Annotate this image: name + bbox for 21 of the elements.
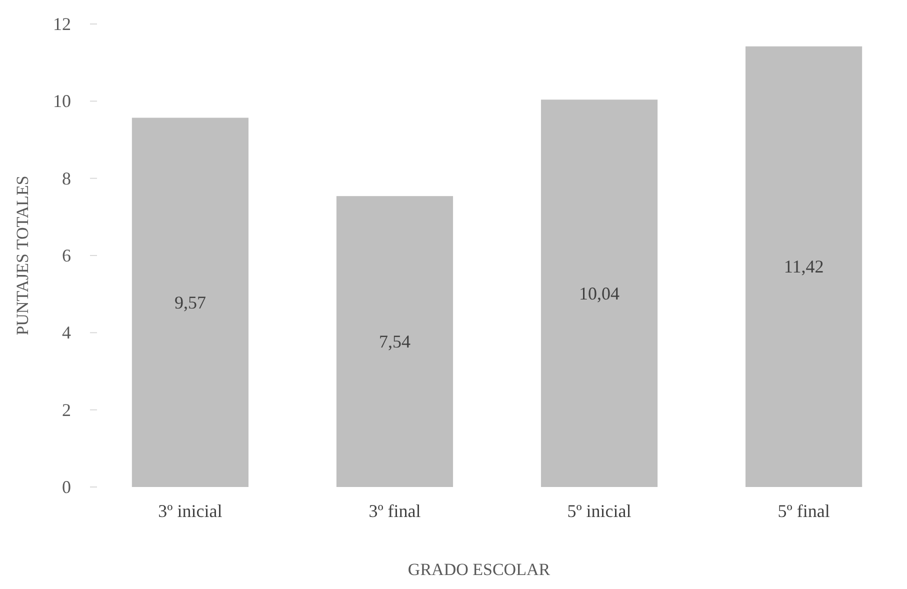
data-label: 11,42	[784, 256, 824, 277]
x-tick-label: 5º inicial	[567, 501, 632, 521]
data-label: 9,57	[174, 292, 206, 312]
y-tick-label: 2	[62, 400, 71, 420]
x-tick-label: 3º final	[368, 501, 421, 521]
y-tick-label: 8	[62, 168, 71, 188]
bar	[746, 46, 862, 487]
y-tick-label: 4	[62, 322, 71, 343]
data-label: 7,54	[378, 332, 410, 352]
x-tick-label: 5º final	[778, 501, 830, 521]
y-axis-title: PUNTAJES TOTALES	[13, 176, 32, 336]
data-label: 10,04	[579, 283, 620, 304]
x-axis-title: GRADO ESCOLAR	[408, 560, 551, 579]
y-tick-label: 12	[53, 14, 71, 34]
bar	[336, 196, 454, 487]
x-tick-label: 3º inicial	[158, 501, 222, 521]
bar	[132, 118, 248, 487]
y-tick-label: 10	[53, 91, 71, 112]
y-tick-label: 6	[62, 246, 71, 266]
bar	[540, 100, 658, 487]
y-tick-label: 0	[62, 477, 71, 497]
